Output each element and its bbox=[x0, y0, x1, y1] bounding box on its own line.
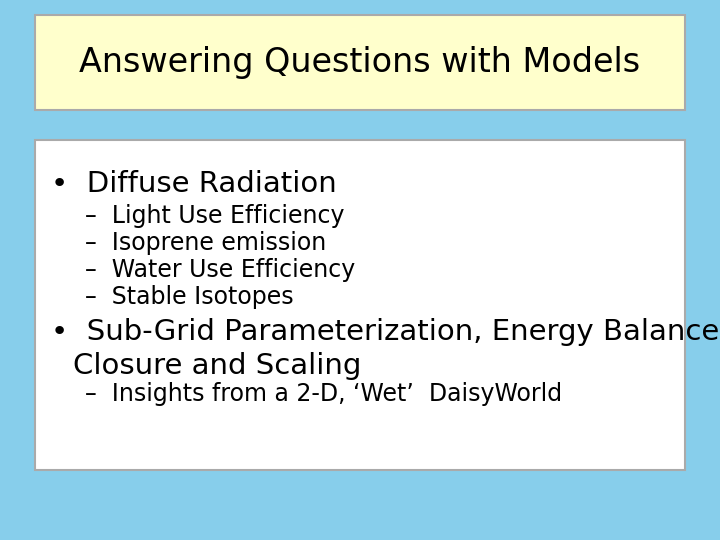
FancyBboxPatch shape bbox=[35, 15, 685, 110]
Text: –  Insights from a 2-D, ‘Wet’  DaisyWorld: – Insights from a 2-D, ‘Wet’ DaisyWorld bbox=[85, 382, 562, 406]
Text: –  Water Use Efficiency: – Water Use Efficiency bbox=[85, 258, 355, 282]
Text: Answering Questions with Models: Answering Questions with Models bbox=[79, 46, 641, 79]
Text: •  Sub-Grid Parameterization, Energy Balance: • Sub-Grid Parameterization, Energy Bala… bbox=[51, 318, 719, 346]
Text: –  Stable Isotopes: – Stable Isotopes bbox=[85, 285, 294, 309]
Text: •  Diffuse Radiation: • Diffuse Radiation bbox=[51, 170, 337, 198]
Text: –  Light Use Efficiency: – Light Use Efficiency bbox=[85, 204, 344, 228]
FancyBboxPatch shape bbox=[35, 140, 685, 470]
Text: –  Isoprene emission: – Isoprene emission bbox=[85, 231, 326, 255]
Text: Closure and Scaling: Closure and Scaling bbox=[73, 352, 361, 380]
